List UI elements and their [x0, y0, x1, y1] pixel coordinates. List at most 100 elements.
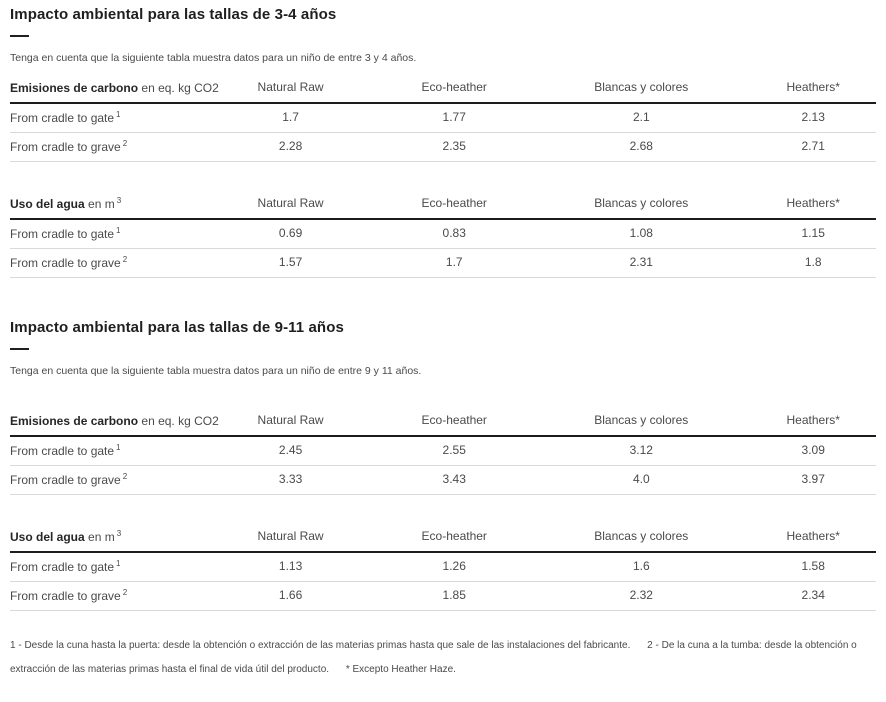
- value-cell: 1.58: [750, 551, 876, 582]
- column-header-blancas-y-colores: Blancas y colores: [532, 74, 751, 104]
- metric-unit: en m: [88, 196, 115, 211]
- row-label-cell: From cradle to grave 2: [10, 581, 205, 611]
- value-cell: 1.7: [376, 248, 533, 278]
- table-row: From cradle to grave 2 1.57 1.7 2.31 1.8: [10, 248, 876, 278]
- carbon-emissions-table-3-4: Emisiones de carbono en eq. kg CO2 Natur…: [10, 74, 876, 162]
- section-title: Impacto ambiental para las tallas de 9-1…: [10, 318, 344, 336]
- table-row: From cradle to gate 1 1.7 1.77 2.1 2.13: [10, 102, 876, 133]
- column-header-natural-raw: Natural Raw: [204, 190, 377, 220]
- value-cell: 2.71: [750, 132, 876, 162]
- value-cell: 3.97: [750, 465, 876, 495]
- metric-unit-exponent: 3: [116, 528, 122, 538]
- column-header-eco-heather: Eco-heather: [376, 74, 533, 104]
- column-header-eco-heather: Eco-heather: [376, 190, 533, 220]
- column-header-eco-heather: Eco-heather: [376, 523, 533, 553]
- value-cell: 1.13: [204, 551, 377, 582]
- table-row: From cradle to gate 1 1.13 1.26 1.6 1.58: [10, 551, 876, 582]
- value-cell: 2.31: [532, 248, 751, 278]
- value-cell: 0.83: [376, 218, 533, 249]
- metric-name: Emisiones de carbono: [10, 413, 139, 428]
- carbon-emissions-table-9-11: Emisiones de carbono en eq. kg CO2 Natur…: [10, 407, 876, 495]
- row-label-cell: From cradle to gate 1: [10, 102, 205, 133]
- column-header-heathers: Heathers*: [750, 74, 876, 104]
- value-cell: 2.13: [750, 102, 876, 133]
- footnote-ref: 1: [116, 109, 121, 119]
- row-label-cell: From cradle to grave 2: [10, 465, 205, 495]
- value-cell: 2.28: [204, 132, 377, 162]
- row-label-text: From cradle to gate: [10, 110, 115, 125]
- value-cell: 2.32: [532, 581, 751, 611]
- section-title: Impacto ambiental para las tallas de 3-4…: [10, 6, 337, 23]
- column-header-blancas-y-colores: Blancas y colores: [532, 523, 751, 553]
- value-cell: 1.15: [750, 218, 876, 249]
- section-note: Tenga en cuenta que la siguiente tabla m…: [10, 52, 417, 64]
- row-label-text: From cradle to gate: [10, 443, 115, 458]
- row-label-text: From cradle to grave: [10, 588, 121, 603]
- value-cell: 1.8: [750, 248, 876, 278]
- value-cell: 1.85: [376, 581, 533, 611]
- title-dash-rule: [10, 347, 29, 350]
- value-cell: 2.35: [376, 132, 533, 162]
- value-cell: 1.26: [376, 551, 533, 582]
- value-cell: 3.09: [750, 435, 876, 466]
- row-label-text: From cradle to gate: [10, 226, 115, 241]
- value-cell: 1.77: [376, 102, 533, 133]
- value-cell: 1.6: [532, 551, 751, 582]
- value-cell: 4.0: [532, 465, 751, 495]
- row-label-cell: From cradle to gate 1: [10, 551, 205, 582]
- footnote-ref: 1: [116, 225, 121, 235]
- metric-name: Emisiones de carbono: [10, 80, 139, 95]
- value-cell: 2.45: [204, 435, 377, 466]
- value-cell: 2.34: [750, 581, 876, 611]
- metric-unit: en m: [88, 529, 115, 544]
- section-sizes-9-11: Impacto ambiental para las tallas de 9-1…: [10, 319, 876, 611]
- metric-unit-exponent: 3: [116, 195, 122, 205]
- value-cell: 1.66: [204, 581, 377, 611]
- value-cell: 3.12: [532, 435, 751, 466]
- value-cell: 1.7: [204, 102, 377, 133]
- column-header-heathers: Heathers*: [750, 190, 876, 220]
- footnote-ref: 1: [116, 442, 121, 452]
- row-label-cell: From cradle to grave 2: [10, 132, 205, 162]
- column-header-heathers: Heathers*: [750, 407, 876, 437]
- row-label-text: From cradle to grave: [10, 255, 121, 270]
- value-cell: 1.57: [204, 248, 377, 278]
- value-cell: 2.1: [532, 102, 751, 133]
- table-row: From cradle to gate 1 2.45 2.55 3.12 3.09: [10, 435, 876, 466]
- metric-unit: en eq. kg CO2: [141, 413, 219, 428]
- table-row: From cradle to gate 1 0.69 0.83 1.08 1.15: [10, 218, 876, 249]
- row-label-cell: From cradle to gate 1: [10, 435, 205, 466]
- table-row: From cradle to grave 2 1.66 1.85 2.32 2.3…: [10, 581, 876, 611]
- column-header-natural-raw: Natural Raw: [204, 74, 377, 104]
- value-cell: 0.69: [204, 218, 377, 249]
- column-header-natural-raw: Natural Raw: [204, 523, 377, 553]
- footnote-ref: 2: [122, 471, 128, 481]
- column-header-blancas-y-colores: Blancas y colores: [532, 407, 751, 437]
- table-header-row: Emisiones de carbono en eq. kg CO2 Natur…: [10, 74, 876, 104]
- footnote-ref: 2: [122, 587, 128, 597]
- metric-unit: en eq. kg CO2: [141, 80, 219, 95]
- section-note: Tenga en cuenta que la siguiente tabla m…: [10, 364, 422, 377]
- metric-header-cell: Emisiones de carbono en eq. kg CO2: [10, 407, 219, 437]
- value-cell: 3.33: [204, 465, 377, 495]
- footnote-ref: 2: [122, 138, 128, 148]
- metric-name: Uso del agua: [10, 529, 85, 544]
- column-header-eco-heather: Eco-heather: [376, 407, 533, 437]
- row-label-cell: From cradle to grave 2: [10, 248, 205, 278]
- column-header-heathers: Heathers*: [750, 523, 876, 553]
- table-header-row: Emisiones de carbono en eq. kg CO2 Natur…: [10, 407, 876, 437]
- metric-header-cell: Emisiones de carbono en eq. kg CO2: [10, 74, 219, 104]
- row-label-cell: From cradle to gate 1: [10, 218, 205, 249]
- value-cell: 2.68: [532, 132, 751, 162]
- footnotes: 1 - Desde la cuna hasta la puerta: desde…: [10, 634, 876, 682]
- value-cell: 3.43: [376, 465, 533, 495]
- section-sizes-3-4: Impacto ambiental para las tallas de 3-4…: [10, 6, 876, 278]
- footnote-asterisk: * Excepto Heather Haze.: [345, 663, 456, 675]
- footnote-1: 1 - Desde la cuna hasta la puerta: desde…: [10, 639, 631, 651]
- value-cell: 2.55: [376, 435, 533, 466]
